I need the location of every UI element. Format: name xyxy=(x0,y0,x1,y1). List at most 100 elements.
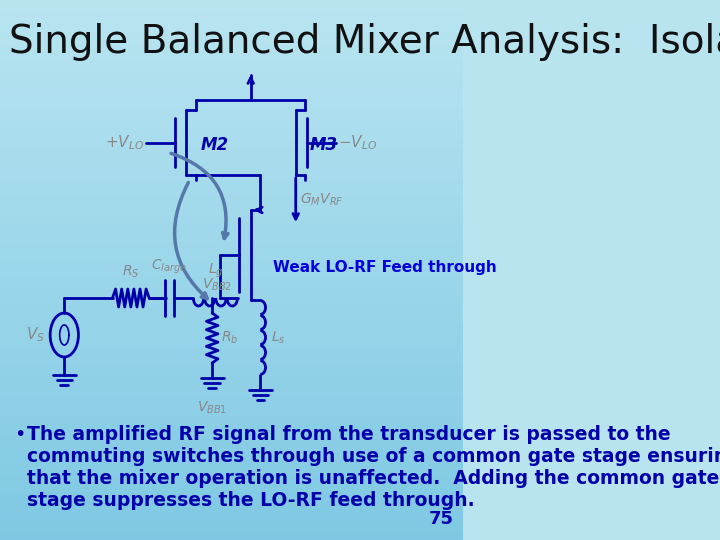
Bar xyxy=(0,195,463,204)
Text: $V_{BB2}$: $V_{BB2}$ xyxy=(202,277,232,293)
Bar xyxy=(0,465,463,474)
Bar xyxy=(0,270,463,278)
Text: 75: 75 xyxy=(428,510,454,528)
Bar xyxy=(0,303,463,312)
Text: M2: M2 xyxy=(201,136,229,154)
Bar xyxy=(0,135,463,143)
Bar xyxy=(0,432,463,440)
Bar xyxy=(0,453,463,460)
Bar xyxy=(0,148,463,156)
Bar xyxy=(0,249,463,258)
Bar xyxy=(0,102,463,109)
Bar xyxy=(0,81,463,89)
Bar xyxy=(0,438,463,447)
Bar xyxy=(0,405,463,413)
Text: $L_s$: $L_s$ xyxy=(271,329,285,346)
Bar xyxy=(0,480,463,487)
Bar xyxy=(0,276,463,285)
Text: M3: M3 xyxy=(310,136,338,154)
Bar xyxy=(0,115,463,123)
Bar xyxy=(0,526,463,534)
Bar xyxy=(0,446,463,453)
Bar xyxy=(0,372,463,379)
Bar xyxy=(0,94,463,102)
Bar xyxy=(0,519,463,528)
Bar xyxy=(0,317,463,325)
Bar xyxy=(0,357,463,366)
Bar xyxy=(0,68,463,75)
Bar xyxy=(0,378,463,386)
Bar xyxy=(0,168,463,177)
Bar xyxy=(0,54,463,62)
Text: $R_b$: $R_b$ xyxy=(221,330,238,346)
Text: Weak LO-RF Feed through: Weak LO-RF Feed through xyxy=(273,260,497,275)
Bar xyxy=(0,20,463,28)
Text: •: • xyxy=(14,425,25,444)
Bar xyxy=(0,472,463,480)
Bar xyxy=(0,230,463,237)
Text: The amplified RF signal from the transducer is passed to the: The amplified RF signal from the transdu… xyxy=(27,425,670,444)
Text: that the mixer operation is unaffected.  Adding the common gate: that the mixer operation is unaffected. … xyxy=(27,469,719,488)
Bar xyxy=(0,297,463,305)
Bar xyxy=(0,345,463,352)
Bar xyxy=(0,183,463,190)
Bar xyxy=(0,426,463,433)
Bar xyxy=(0,330,463,339)
Bar xyxy=(0,291,463,298)
Bar xyxy=(0,284,463,291)
Bar xyxy=(0,486,463,494)
Text: $G_M V_{RF}$: $G_M V_{RF}$ xyxy=(300,192,343,208)
Bar xyxy=(0,108,463,116)
Text: stage suppresses the LO-RF feed through.: stage suppresses the LO-RF feed through. xyxy=(27,491,474,510)
Bar xyxy=(0,156,463,163)
Bar xyxy=(0,128,463,136)
Bar xyxy=(0,324,463,332)
Text: $C_{large}$: $C_{large}$ xyxy=(151,258,187,276)
Bar xyxy=(0,189,463,197)
Bar xyxy=(0,0,463,8)
Bar xyxy=(0,202,463,210)
Bar xyxy=(0,384,463,393)
Bar xyxy=(0,364,463,372)
Bar xyxy=(0,256,463,264)
Bar xyxy=(0,338,463,345)
Bar xyxy=(0,513,463,521)
Bar xyxy=(0,74,463,82)
Bar xyxy=(0,216,463,224)
Bar xyxy=(0,534,463,540)
Bar xyxy=(0,176,463,183)
Bar xyxy=(0,40,463,48)
Bar xyxy=(0,411,463,420)
Bar xyxy=(0,507,463,514)
Text: $+V_{LO}$: $+V_{LO}$ xyxy=(105,133,144,152)
Bar xyxy=(0,87,463,96)
Bar xyxy=(0,47,463,55)
Bar xyxy=(0,222,463,231)
Text: $L_g$: $L_g$ xyxy=(207,262,223,280)
Bar xyxy=(0,237,463,244)
Bar xyxy=(0,209,463,217)
Bar xyxy=(0,399,463,406)
Bar xyxy=(0,141,463,150)
Bar xyxy=(0,500,463,507)
Bar xyxy=(0,459,463,467)
Text: Single Balanced Mixer Analysis:  Isolation: Single Balanced Mixer Analysis: Isolatio… xyxy=(9,23,720,61)
Bar xyxy=(0,14,463,21)
Bar xyxy=(0,162,463,170)
Bar xyxy=(0,60,463,69)
Bar xyxy=(0,6,463,15)
Text: $V_{BB1}$: $V_{BB1}$ xyxy=(197,400,228,416)
Bar xyxy=(0,122,463,129)
Bar xyxy=(0,492,463,501)
Text: $R_S$: $R_S$ xyxy=(122,264,140,280)
Bar xyxy=(0,243,463,251)
Bar xyxy=(0,351,463,359)
Text: commuting switches through use of a common gate stage ensuring: commuting switches through use of a comm… xyxy=(27,447,720,466)
Bar xyxy=(0,263,463,271)
Bar xyxy=(0,418,463,426)
Text: $V_S$: $V_S$ xyxy=(26,326,45,345)
Text: $-V_{LO}$: $-V_{LO}$ xyxy=(338,133,377,152)
Bar xyxy=(0,27,463,35)
Bar xyxy=(0,392,463,399)
Bar xyxy=(0,310,463,318)
